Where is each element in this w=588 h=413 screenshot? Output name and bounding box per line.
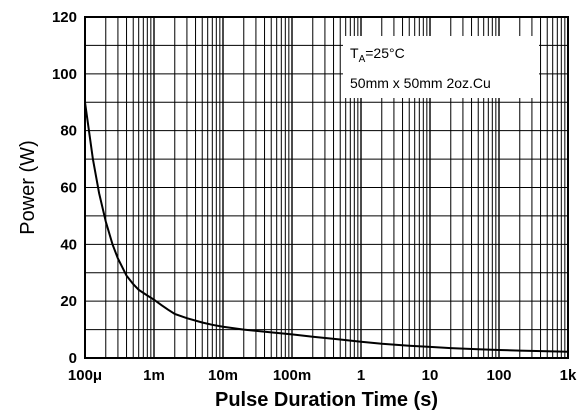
x-tick-label: 100 [486, 367, 511, 384]
annotation-ta-main: T [350, 45, 359, 61]
y-tick-label: 120 [52, 9, 77, 26]
x-tick-label: 1k [560, 367, 577, 384]
x-tick-label: 100m [273, 367, 311, 384]
x-tick-label: 10 [422, 367, 439, 384]
annotation-background [343, 36, 539, 98]
annotation-ta-sub: A [359, 54, 366, 65]
x-tick-label: 1 [357, 367, 365, 384]
x-axis-title: Pulse Duration Time (s) [215, 389, 438, 411]
x-tick-labels: 100μ 1m 10m 100m 1 10 100 1k [68, 367, 577, 384]
grid [84, 16, 568, 359]
y-tick-label: 0 [69, 350, 77, 367]
annotation-ambient-temperature: TA=25°C [350, 45, 405, 65]
x-tick-label: 100μ [68, 367, 102, 384]
y-tick-label: 100 [52, 66, 77, 83]
x-tick-label: 10m [208, 367, 238, 384]
y-tick-label: 80 [60, 123, 77, 140]
y-tick-label: 20 [60, 293, 77, 310]
y-tick-label: 40 [60, 236, 77, 253]
y-tick-label: 60 [60, 180, 77, 197]
y-axis-title: Power (W) [17, 140, 39, 234]
annotation-box: TA=25°C 50mm x 50mm 2oz.Cu [343, 36, 539, 98]
annotation-board: 50mm x 50mm 2oz.Cu [350, 75, 491, 91]
series-line [84, 102, 569, 353]
y-tick-labels: 0 20 40 60 80 100 120 [52, 9, 77, 367]
annotation-ta-rest: =25°C [365, 45, 404, 61]
plot-frame [84, 16, 569, 359]
x-tick-label: 1m [143, 367, 165, 384]
